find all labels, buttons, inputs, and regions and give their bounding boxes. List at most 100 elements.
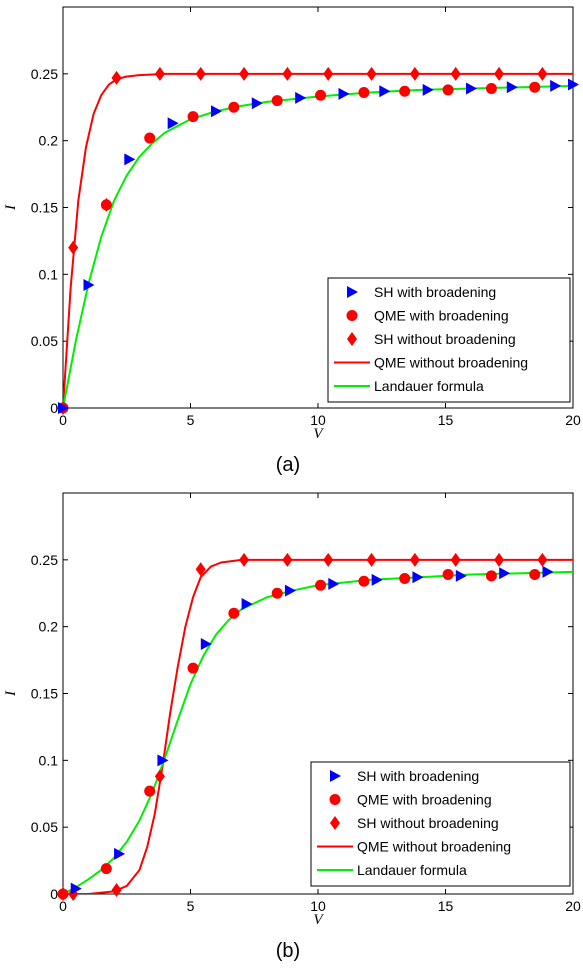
- data-point-sh-with-broadening: [568, 78, 579, 91]
- legend-label: SH without broadening: [374, 331, 516, 347]
- legend-label: Landauer formula: [374, 378, 484, 394]
- legend: SH with broadening QME with broadening SH …: [310, 761, 571, 887]
- data-point-sh-with-broadening: [70, 882, 82, 895]
- data-point-sh-with-broadening: [295, 91, 307, 104]
- legend-marker-swatch: [346, 310, 358, 321]
- data-point-qme-with-broadening: [271, 95, 283, 107]
- data-point-qme-with-broadening: [144, 132, 156, 144]
- y-tick-label: 0.2: [39, 133, 59, 149]
- data-point-qme-with-broadening: [187, 111, 199, 123]
- y-tick-label: 0.05: [31, 819, 58, 835]
- x-tick-label: 15: [438, 412, 454, 428]
- data-point-sh-without-broadening: [195, 562, 206, 577]
- data-point-sh-with-broadening: [157, 754, 169, 767]
- data-point-qme-with-broadening: [100, 863, 112, 875]
- data-point-sh-with-broadening: [211, 105, 222, 118]
- x-tick-label: 5: [187, 412, 195, 428]
- data-point-sh-with-broadening: [167, 117, 179, 130]
- data-point-qme-with-broadening: [228, 607, 240, 619]
- y-tick-label: 0.25: [31, 66, 58, 82]
- y-tick-label: 0.25: [31, 552, 58, 568]
- data-point-sh-with-broadening: [114, 847, 126, 860]
- data-point-sh-with-broadening: [506, 81, 518, 94]
- data-point-sh-without-broadening: [111, 882, 122, 897]
- data-point-sh-without-broadening: [450, 552, 461, 567]
- x-tick-label: 5: [187, 898, 195, 914]
- series-line-landauer-formula: [63, 570, 573, 894]
- x-tick-label: 20: [565, 898, 581, 914]
- legend-label: Landauer formula: [357, 862, 467, 878]
- data-point-qme-with-broadening: [485, 83, 497, 95]
- data-point-qme-with-broadening: [358, 575, 370, 587]
- y-axis-label: I: [3, 690, 19, 697]
- chart-panel-a: 0 5 10 15 20 0 0.05 0.1 0.15 0.2 0.25 V I (a) SH with …: [3, 6, 581, 476]
- x-tick-label: 10: [310, 898, 326, 914]
- data-point-sh-with-broadening: [455, 569, 467, 582]
- data-point-sh-with-broadening: [328, 577, 340, 590]
- legend-marker-swatch: [347, 286, 358, 298]
- data-point-qme-with-broadening: [57, 888, 69, 900]
- y-tick-label: 0.1: [39, 266, 59, 282]
- data-point-sh-without-broadening: [409, 552, 420, 567]
- data-point-sh-without-broadening: [323, 552, 334, 567]
- y-tick-label: 0.05: [31, 333, 58, 349]
- legend-label: QME with broadening: [357, 792, 492, 808]
- data-point-sh-with-broadening: [550, 79, 562, 92]
- data-point-sh-without-broadening: [239, 66, 250, 81]
- data-point-qme-with-broadening: [358, 87, 370, 99]
- data-point-qme-with-broadening: [442, 84, 454, 96]
- data-point-sh-with-broadening: [338, 87, 350, 100]
- data-point-qme-with-broadening: [271, 587, 283, 599]
- data-point-qme-with-broadening: [100, 199, 112, 211]
- data-point-qme-with-broadening: [442, 569, 454, 581]
- data-point-sh-without-broadening: [282, 552, 293, 567]
- x-tick-label: 20: [565, 412, 581, 428]
- panel-label: (a): [276, 454, 300, 476]
- x-axis-label: V: [313, 912, 324, 928]
- data-point-qme-with-broadening: [399, 85, 411, 97]
- data-point-sh-without-broadening: [154, 769, 165, 784]
- legend-label: QME without broadening: [357, 839, 511, 855]
- data-point-qme-with-broadening: [529, 569, 541, 581]
- x-tick-label: 0: [59, 412, 67, 428]
- legend-marker-swatch: [330, 816, 340, 830]
- legend-label: SH with broadening: [374, 284, 496, 300]
- data-point-sh-without-broadening: [366, 552, 377, 567]
- data-point-sh-without-broadening: [239, 552, 250, 567]
- legend: SH with broadening QME with broadening SH …: [327, 277, 571, 403]
- y-tick-label: 0.15: [31, 686, 58, 702]
- legend-box: [310, 761, 571, 887]
- legend-box: [327, 277, 571, 403]
- data-point-sh-without-broadening: [450, 66, 461, 81]
- data-point-sh-with-broadening: [379, 85, 391, 98]
- data-point-sh-with-broadening: [412, 571, 424, 584]
- series-line-qme-without-broadening: [63, 558, 573, 894]
- data-point-sh-without-broadening: [111, 70, 122, 85]
- data-point-qme-with-broadening: [485, 570, 497, 582]
- x-axis-label: V: [313, 426, 324, 442]
- y-axis-label: I: [3, 204, 19, 211]
- y-tick-label: 0: [50, 400, 58, 416]
- legend-label: QME with broadening: [374, 308, 509, 324]
- data-point-qme-with-broadening: [399, 573, 411, 585]
- legend-marker-swatch: [329, 794, 341, 805]
- y-tick-label: 0.2: [39, 619, 59, 635]
- legend-marker-swatch: [330, 770, 341, 782]
- y-tick-label: 0.1: [39, 752, 59, 768]
- data-point-sh-with-broadening: [241, 597, 253, 610]
- data-point-sh-without-broadening: [537, 66, 548, 81]
- data-point-qme-with-broadening: [315, 579, 327, 591]
- data-point-qme-with-broadening: [187, 662, 199, 674]
- legend-label: SH with broadening: [357, 768, 479, 784]
- legend-label: QME without broadening: [374, 355, 528, 371]
- y-tick-label: 0.15: [31, 200, 58, 216]
- legend-marker-swatch: [347, 332, 357, 346]
- data-point-sh-with-broadening: [200, 638, 212, 651]
- data-point-sh-with-broadening: [124, 153, 136, 166]
- data-point-qme-with-broadening: [144, 785, 156, 797]
- data-point-sh-without-broadening: [323, 66, 334, 81]
- data-point-sh-with-broadening: [284, 584, 296, 597]
- data-point-sh-without-broadening: [68, 240, 79, 255]
- data-point-sh-with-broadening: [466, 82, 477, 95]
